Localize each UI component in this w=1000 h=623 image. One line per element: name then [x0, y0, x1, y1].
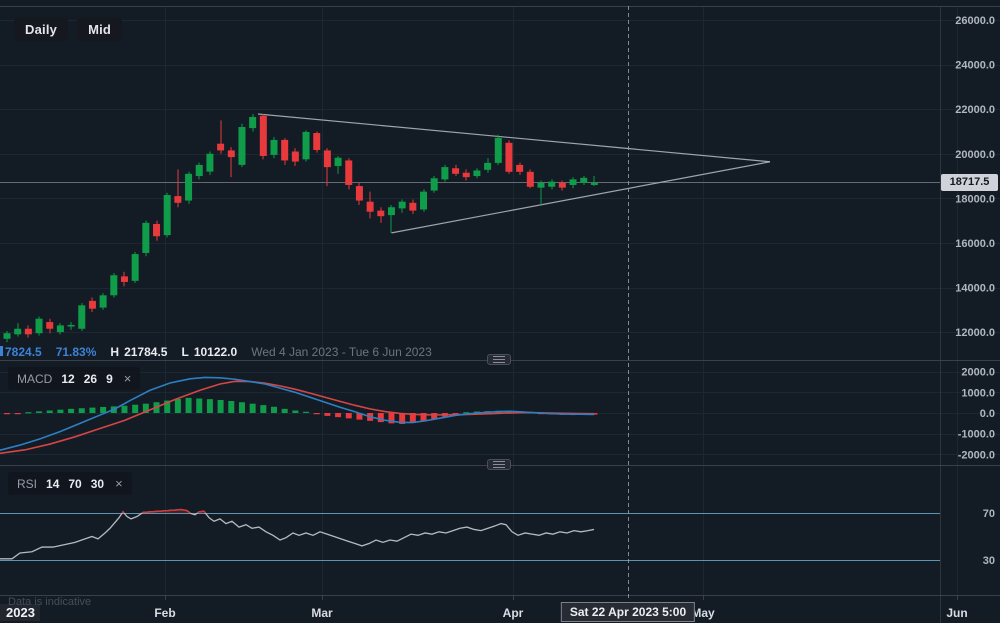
macd-param-signal: 9	[106, 371, 113, 386]
data-indicative-note: Data is indicative	[8, 596, 92, 608]
macd-axis-label: -1000.0	[958, 429, 995, 441]
macd-name: MACD	[17, 371, 53, 386]
rsi-bands	[0, 513, 940, 561]
gridlines	[0, 6, 1000, 595]
price-axis-label: 22000.0	[955, 104, 995, 116]
price-axis-label: 24000.0	[955, 60, 995, 72]
rsi-legend: RSI 14 70 30 ×	[8, 472, 132, 495]
rsi-name: RSI	[17, 476, 38, 491]
rsi-close-icon[interactable]: ×	[115, 476, 123, 491]
rsi-overbought-highlight	[0, 508, 594, 513]
month-label: Mar	[311, 606, 333, 620]
last-value: 7824.5	[5, 345, 42, 359]
macd-axis-label: -2000.0	[958, 449, 995, 461]
macd-param-slow: 26	[83, 371, 98, 386]
ohlc-info-bar: 7824.5 71.83% H 21784.5 L 10122.0 Wed 4 …	[5, 345, 446, 359]
time-axis: 2023 Feb Mar Apr May Jun	[0, 595, 968, 621]
pane-resize-handle-rsi[interactable]	[487, 459, 511, 470]
macd-axis-label: 0.0	[980, 408, 995, 420]
high-label: H	[110, 345, 120, 359]
macd-axis-label: 2000.0	[961, 367, 995, 379]
month-label: Feb	[154, 606, 175, 620]
price-axis-label: 20000.0	[955, 149, 995, 161]
macd-signal-line	[0, 380, 595, 455]
price-axis-label: 26000.0	[955, 15, 995, 27]
low-label: L	[181, 345, 189, 359]
axis-labels: 26000.0 24000.0 22000.0 20000.0 18000.0 16000…	[955, 15, 995, 567]
triangle-upper	[257, 113, 771, 163]
macd-line	[0, 376, 595, 452]
triangle-trendlines	[257, 113, 771, 234]
month-label: Apr	[503, 606, 524, 620]
pane-resize-handle-macd[interactable]	[487, 354, 511, 365]
change-percent: 71.83%	[55, 345, 97, 359]
rsi-param-period: 14	[46, 476, 60, 491]
macd-close-icon[interactable]: ×	[123, 371, 132, 386]
rsi-param-oversold: 30	[90, 476, 105, 491]
rsi-axis-label: 30	[983, 555, 995, 567]
date-range: Wed 4 Jan 2023 - Tue 6 Jun 2023	[251, 345, 432, 359]
price-type-chip-mid[interactable]: Mid	[77, 18, 123, 41]
price-axis-label: 16000.0	[955, 238, 995, 250]
low-value: 10122.0	[193, 345, 238, 359]
month-label: Jun	[946, 606, 967, 620]
rsi-axis-label: 70	[983, 508, 995, 520]
crosshair-time-badge: Sat 22 Apr 2023 5:00	[560, 602, 696, 622]
year-label: 2023	[6, 605, 35, 620]
price-axis-label: 18000.0	[955, 193, 995, 205]
candlestick-series	[3, 113, 598, 343]
price-axis-label: 14000.0	[955, 283, 995, 295]
clipped-digit-mark	[0, 346, 3, 356]
last-price-badge: 18717.5	[941, 174, 998, 191]
rsi-line	[0, 508, 595, 560]
timeframe-toolbar: Daily Mid	[14, 18, 123, 41]
macd-param-fast: 12	[61, 371, 75, 386]
macd-legend: MACD 12 26 9 ×	[8, 367, 141, 390]
price-axis-label: 12000.0	[955, 327, 995, 339]
month-label: May	[691, 606, 715, 620]
macd-axis-label: 1000.0	[961, 387, 995, 399]
timeframe-chip-daily[interactable]: Daily	[14, 18, 69, 41]
triangle-lower	[391, 161, 771, 234]
high-value: 21784.5	[124, 345, 168, 359]
pane-dividers	[0, 6, 1000, 623]
rsi-param-overbought: 70	[68, 476, 82, 491]
